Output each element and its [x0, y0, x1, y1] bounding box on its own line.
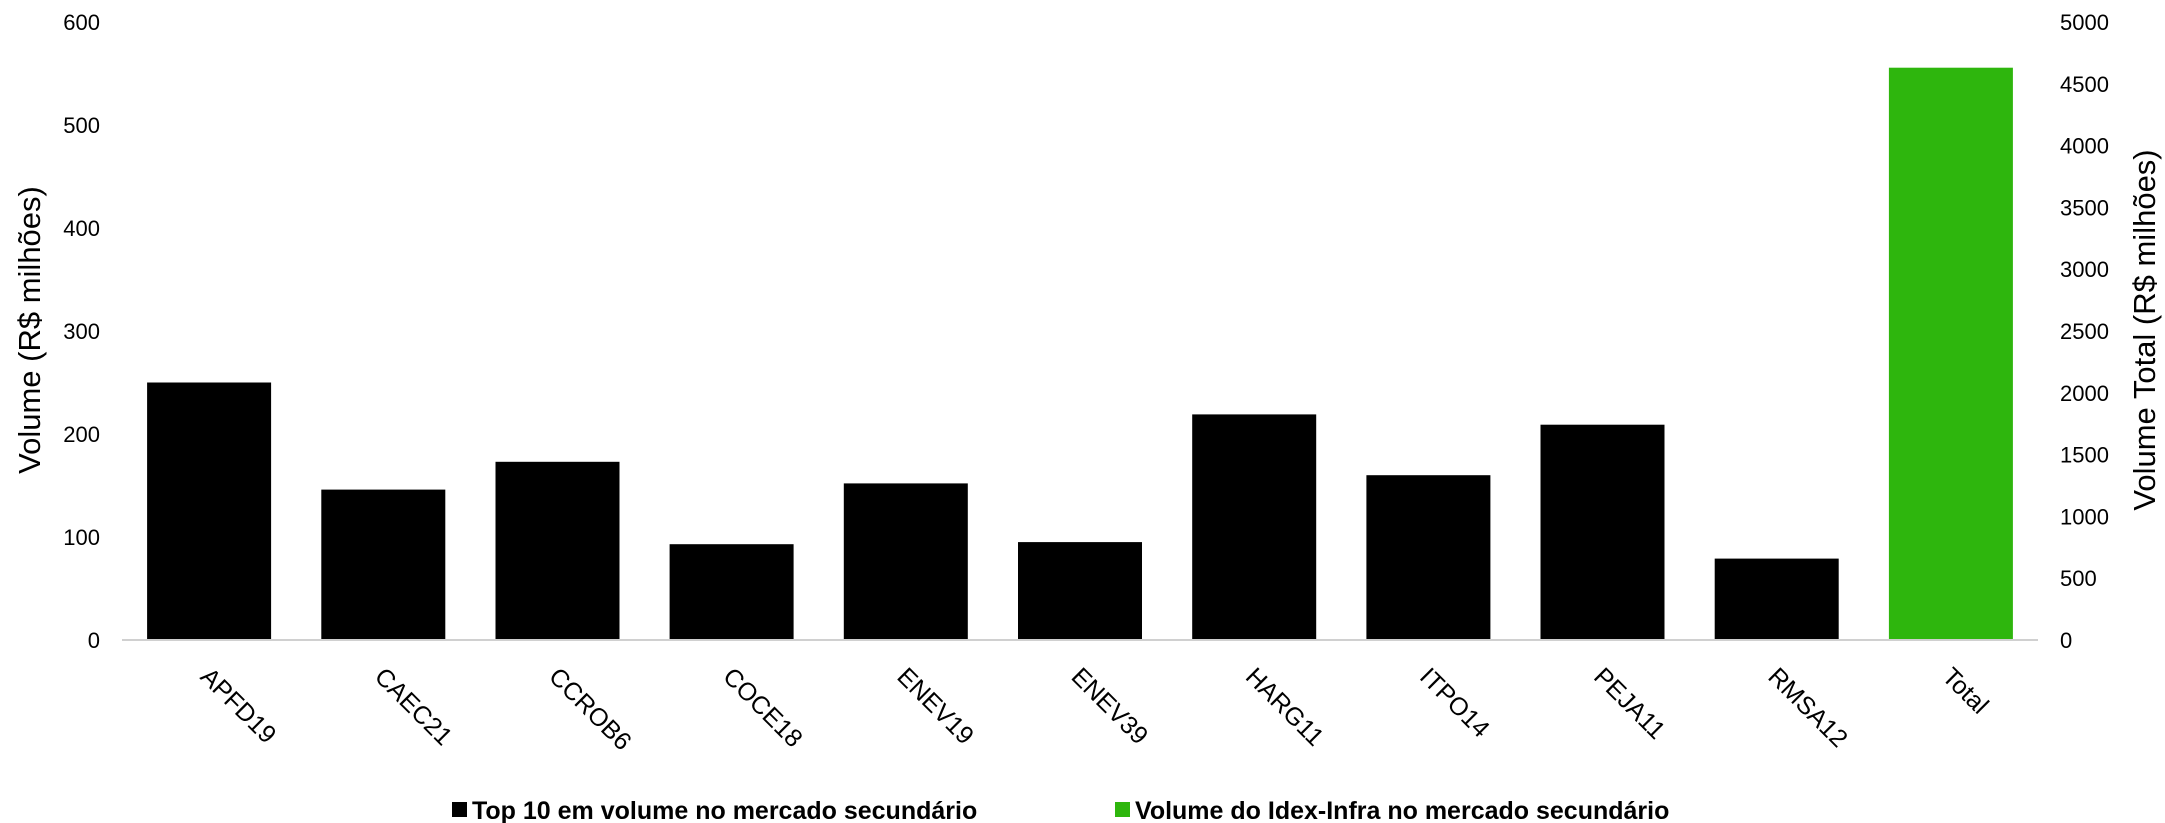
right-y-tick-label: 500 — [2060, 566, 2097, 591]
x-axis-ticks: APFD19 CAEC21 CCROB6 COCE18 ENEV19 ENEV39 HARG… — [195, 662, 1994, 755]
left-y-tick-label: 600 — [63, 10, 100, 35]
right-y-tick-label: 5000 — [2060, 10, 2109, 35]
bar-harg11 — [1192, 414, 1317, 640]
x-tick-label: CCROB6 — [543, 662, 636, 755]
right-y-tick-label: 4000 — [2060, 134, 2109, 159]
bar-peja11 — [1540, 424, 1665, 640]
x-tick-label: ITPO14 — [1414, 662, 1495, 743]
x-tick-label: Total — [1937, 662, 1994, 719]
bar-enev39 — [1018, 542, 1142, 640]
legend-label-top10: Top 10 em volume no mercado secundário — [472, 797, 977, 823]
legend-swatch-idex-infra — [1115, 802, 1130, 817]
right-y-tick-label: 3500 — [2060, 195, 2109, 220]
bar-caec21 — [321, 489, 446, 640]
bar-total — [1888, 67, 2013, 640]
bars-group — [147, 67, 2013, 640]
bar-rmsa12 — [1714, 558, 1839, 640]
left-y-tick-label: 100 — [63, 525, 100, 550]
left-y-tick-label: 0 — [88, 628, 100, 653]
right-y-tick-label: 2500 — [2060, 319, 2109, 344]
x-tick-label: CAEC21 — [369, 662, 458, 751]
x-tick-label: RMSA12 — [1762, 662, 1853, 753]
right-y-tick-label: 0 — [2060, 628, 2072, 653]
legend-item-idex-infra: Volume do Idex-Infra no mercado secundár… — [1115, 797, 1669, 823]
x-tick-label: ENEV19 — [892, 662, 980, 750]
left-y-axis-title: Volume (R$ milhões) — [12, 186, 47, 474]
legend: Top 10 em volume no mercado secundário V… — [452, 797, 1669, 823]
x-tick-label: PEJA11 — [1588, 662, 1670, 744]
bar-ccrob6 — [495, 461, 620, 640]
right-y-tick-label: 2000 — [2060, 381, 2109, 406]
bar-coce18 — [669, 544, 794, 640]
x-tick-label: ENEV39 — [1066, 662, 1154, 750]
left-y-tick-label: 300 — [63, 319, 100, 344]
legend-item-top10: Top 10 em volume no mercado secundário — [452, 797, 977, 823]
left-y-tick-label: 200 — [63, 422, 100, 447]
bar-apfd19 — [147, 382, 272, 640]
left-y-tick-label: 500 — [63, 113, 100, 138]
x-tick-label: APFD19 — [195, 662, 282, 749]
legend-swatch-top10 — [452, 802, 467, 817]
right-y-tick-label: 1000 — [2060, 504, 2109, 529]
x-tick-label: HARG11 — [1240, 662, 1329, 751]
bar-itpo14 — [1366, 475, 1491, 640]
right-y-tick-label: 4500 — [2060, 72, 2109, 97]
left-y-tick-label: 400 — [63, 216, 100, 241]
x-tick-label: COCE18 — [717, 662, 808, 753]
right-y-axis-ticks: 0 500 1000 1500 2000 2500 3000 3500 4000 4500 5000 — [2060, 10, 2109, 653]
left-y-axis-ticks: 0 100 200 300 400 500 600 — [63, 10, 100, 653]
right-y-tick-label: 1500 — [2060, 443, 2109, 468]
legend-label-idex-infra: Volume do Idex-Infra no mercado secundár… — [1135, 797, 1669, 823]
right-y-axis-title: Volume Total (R$ milhões) — [2127, 149, 2162, 510]
right-y-tick-label: 3000 — [2060, 257, 2109, 282]
bar-enev19 — [843, 483, 968, 640]
